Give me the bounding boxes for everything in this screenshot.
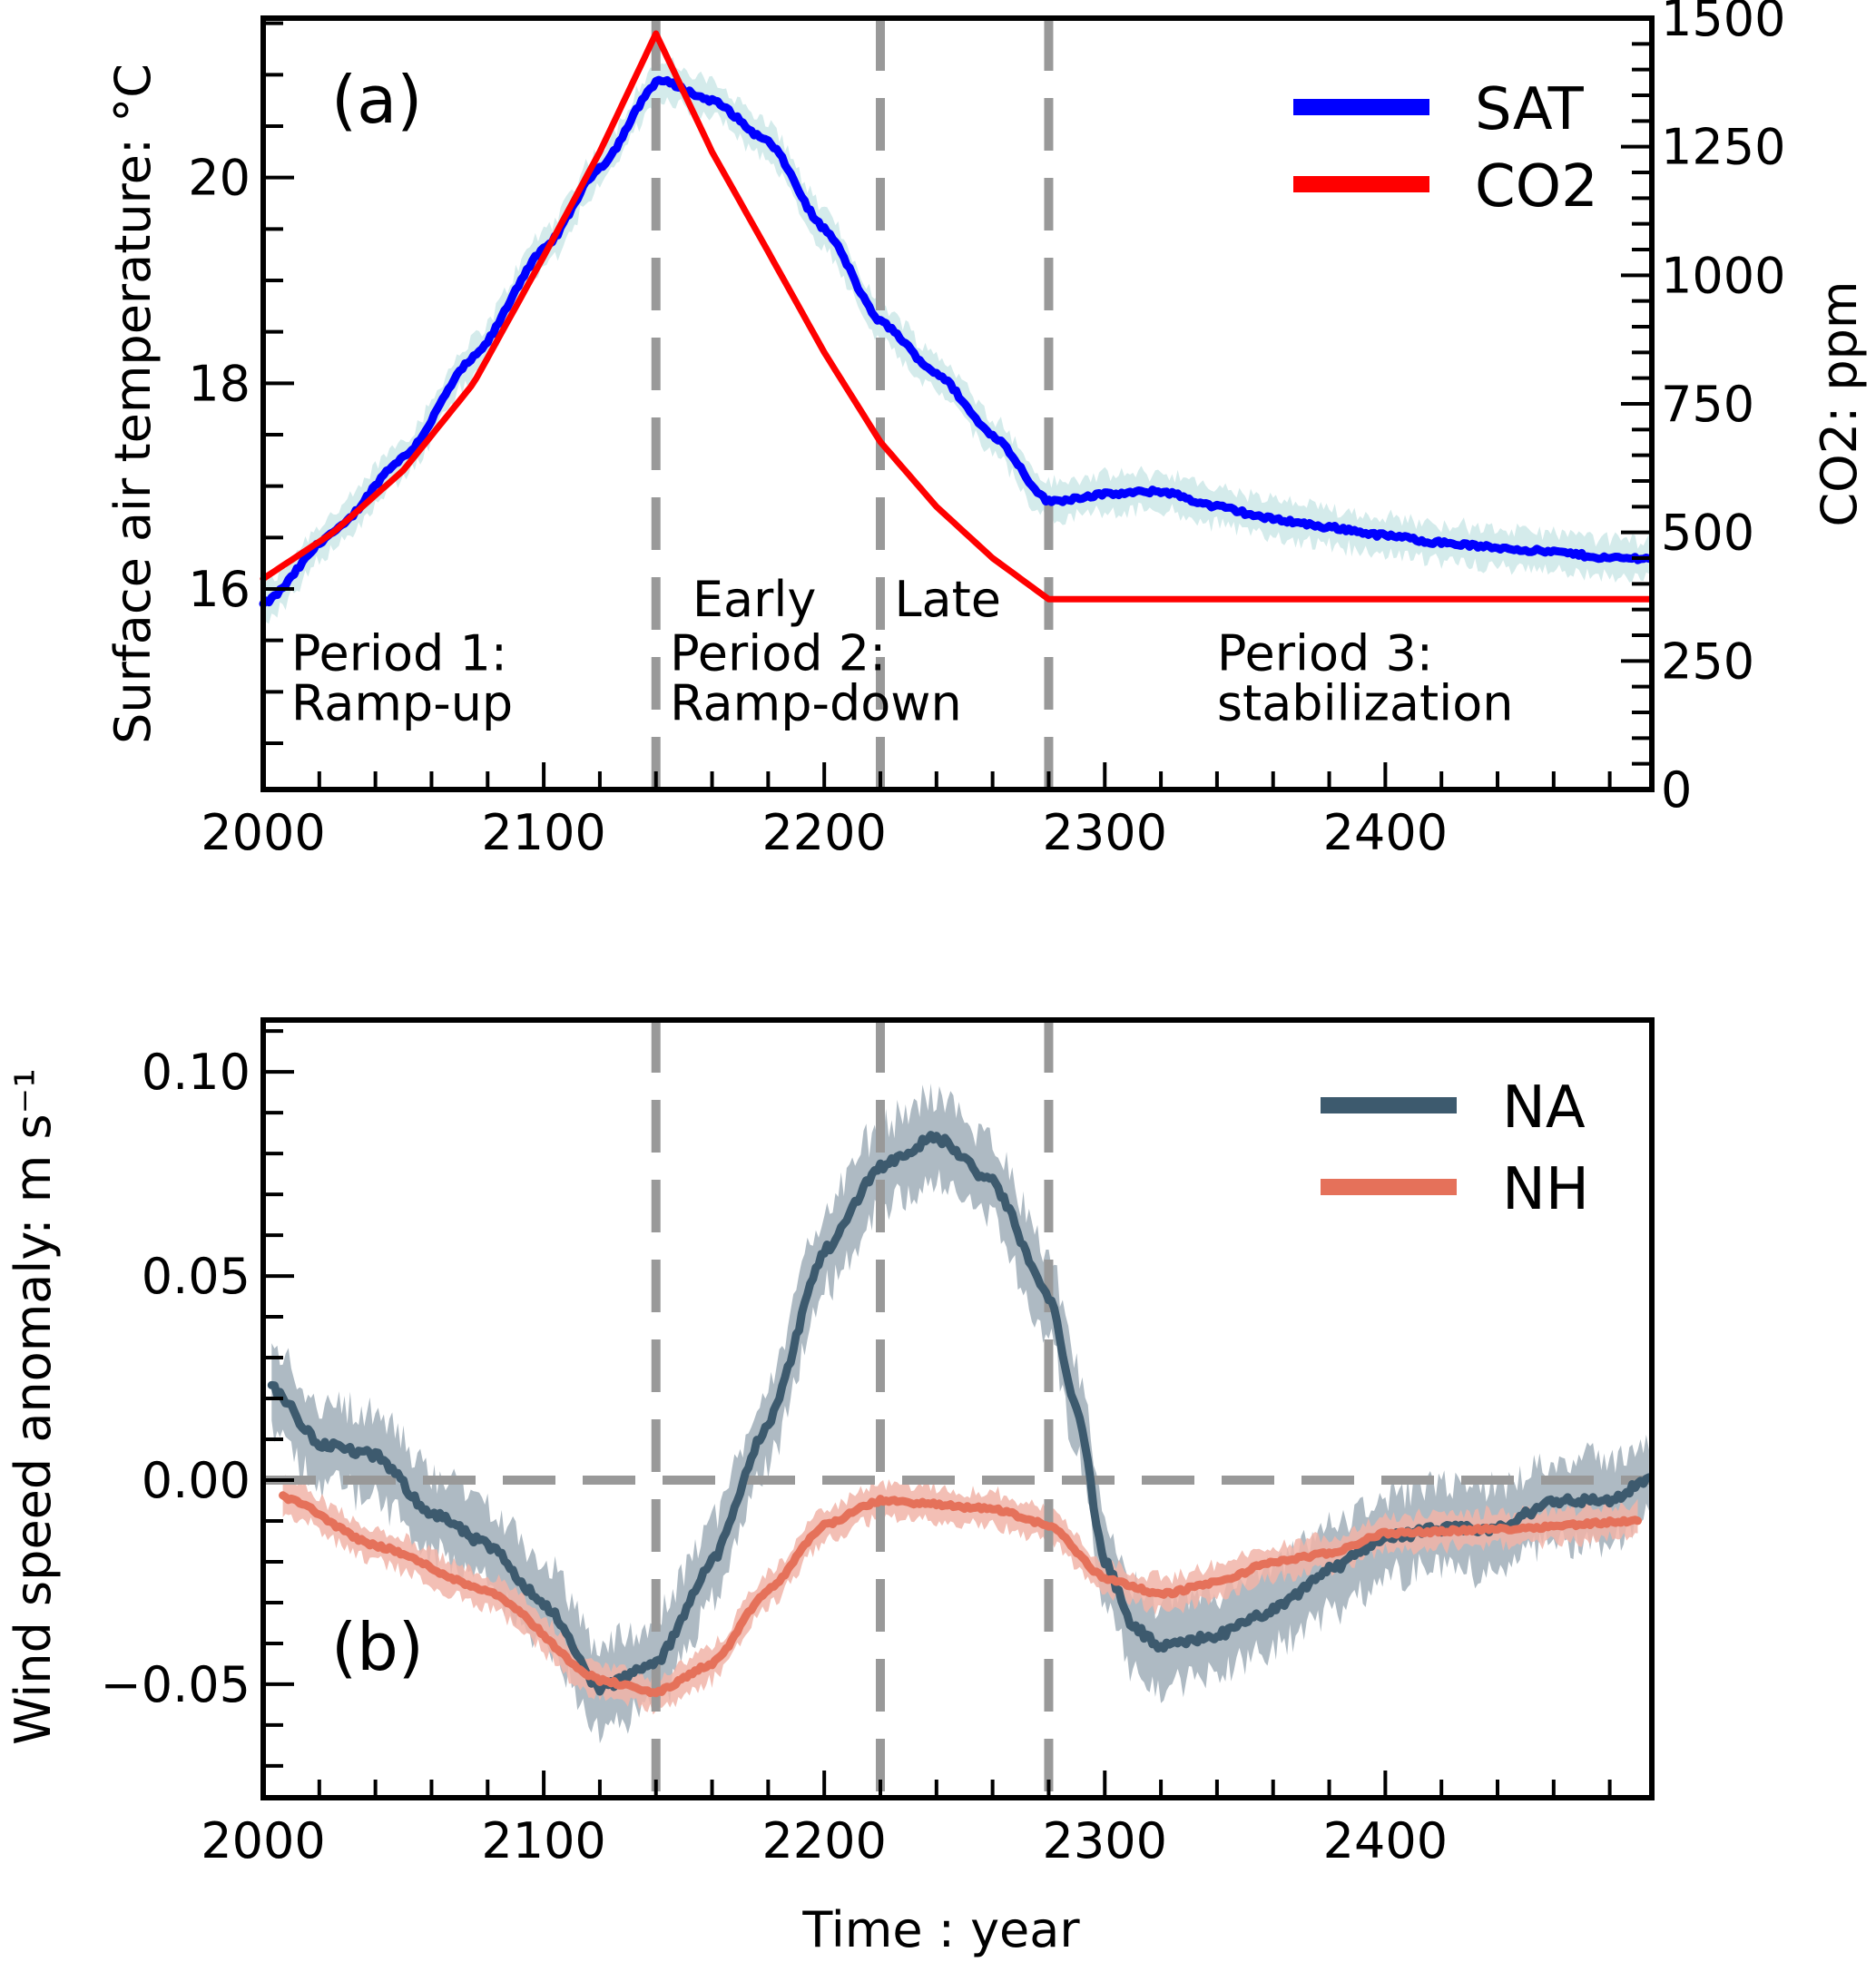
y-tick-label: 20	[188, 150, 250, 207]
y-tick-label: −0.05	[101, 1656, 250, 1713]
x-tick-label: 2200	[761, 804, 886, 861]
period-annotation: Period 1:	[291, 624, 507, 682]
band-na	[271, 1083, 1649, 1744]
legend: SAT CO2	[1293, 76, 1598, 221]
y-tick-label: 0.00	[142, 1452, 250, 1509]
y-right-tick-label: 500	[1661, 505, 1754, 562]
band-layer	[271, 1083, 1649, 1744]
y-tick-label: 16	[188, 561, 250, 618]
y-tick-label: 0.10	[142, 1044, 250, 1101]
y-tick-label: 18	[188, 355, 250, 412]
panel-b: 2000 2100 2200 2300 2400 −0.05 0.00 0.05 0.10 (b…	[5, 1017, 1655, 1958]
axis-ticks: 2000 2100 2200 2300 2400 −0.05 0.00 0.05 0.10	[101, 1029, 1612, 1869]
y-right-tick-label: 250	[1661, 633, 1754, 690]
series-lines	[259, 30, 1654, 608]
x-tick-label: 2100	[481, 804, 605, 861]
panel-label: (b)	[331, 1609, 424, 1685]
x-tick-label: 2400	[1323, 1812, 1448, 1869]
y-axis-label: Wind speed anomaly: m s⁻¹	[5, 1068, 62, 1745]
period-annotation: Ramp-down	[670, 675, 962, 732]
period-annotation: Period 2:	[670, 624, 886, 682]
y-right-tick-label: 1500	[1661, 0, 1785, 47]
x-tick-label: 2000	[201, 804, 325, 861]
x-tick-label: 2400	[1323, 804, 1448, 861]
x-tick-label: 2300	[1043, 1812, 1167, 1869]
y-axis-label-right: CO2: ppm	[1811, 280, 1868, 526]
x-tick-label: 2200	[761, 1812, 886, 1869]
legend: NA NH	[1321, 1074, 1589, 1223]
legend-label-na: NA	[1502, 1074, 1586, 1142]
legend-label-co2: CO2	[1475, 153, 1598, 221]
y-right-tick-label: 0	[1661, 761, 1692, 819]
plot-frame	[260, 1017, 1655, 1800]
y-axis-label: Surface air temperature: °C	[104, 64, 162, 744]
band-nh	[282, 1475, 1638, 1715]
period-divider-lines	[651, 18, 1054, 790]
y-right-tick-label: 1250	[1661, 119, 1785, 176]
period-annotation: Period 3:	[1217, 624, 1433, 682]
period-annotation: stabilization	[1217, 675, 1514, 732]
y-right-tick-label: 1000	[1661, 247, 1785, 304]
band-sat	[263, 57, 1649, 624]
legend-label-nh: NH	[1502, 1156, 1589, 1223]
period-annotation: Late	[894, 571, 1001, 628]
axis-ticks: 2000 2100 2200 2300 2400 16 18 20 0 250 500 750 1000…	[188, 0, 1785, 861]
legend-label-sat: SAT	[1475, 76, 1585, 143]
line-sat	[259, 75, 1654, 608]
y-tick-label: 0.05	[142, 1248, 250, 1305]
x-tick-label: 2100	[481, 1812, 605, 1869]
line-nh	[279, 1491, 1642, 1698]
period-annotation: Early	[692, 571, 816, 628]
period-annotation: Ramp-up	[291, 675, 513, 732]
panel-label: (a)	[331, 62, 422, 138]
x-tick-label: 2300	[1043, 804, 1167, 861]
panel-a: 2000 2100 2200 2300 2400 16 18 20 0 250 500 750 1000…	[104, 0, 1868, 861]
series-lines	[267, 1131, 1654, 1698]
line-co2	[260, 30, 1653, 603]
x-tick-label: 2000	[201, 1812, 325, 1869]
sat-band-layer	[263, 57, 1649, 624]
y-right-tick-label: 750	[1661, 376, 1754, 433]
plot-frame	[260, 15, 1655, 792]
x-axis-label: Time : year	[801, 1901, 1080, 1958]
